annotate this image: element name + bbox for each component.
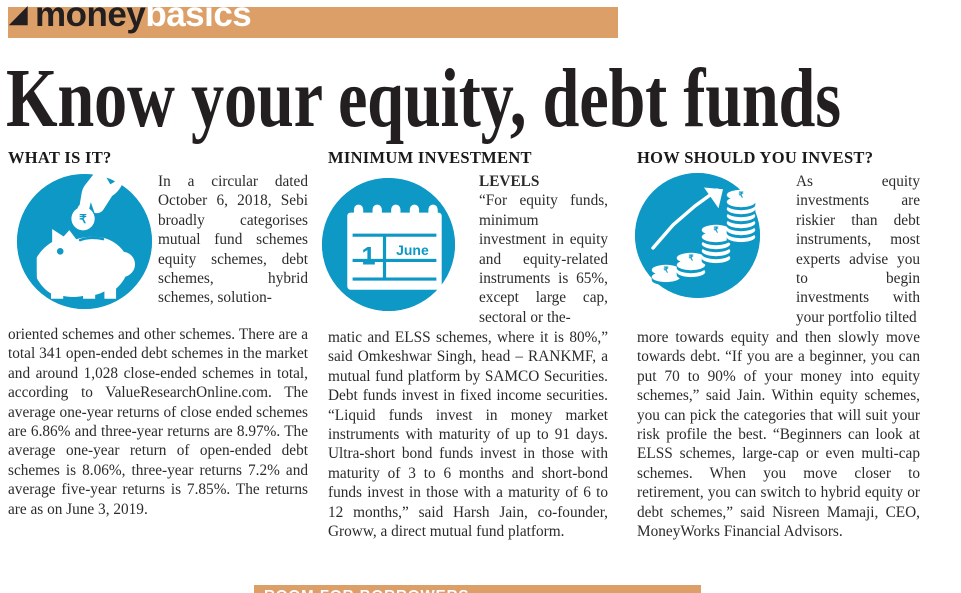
svg-text:₹: ₹ [79, 212, 87, 226]
svg-text:1: 1 [362, 242, 376, 270]
svg-text:June: June [396, 242, 429, 258]
